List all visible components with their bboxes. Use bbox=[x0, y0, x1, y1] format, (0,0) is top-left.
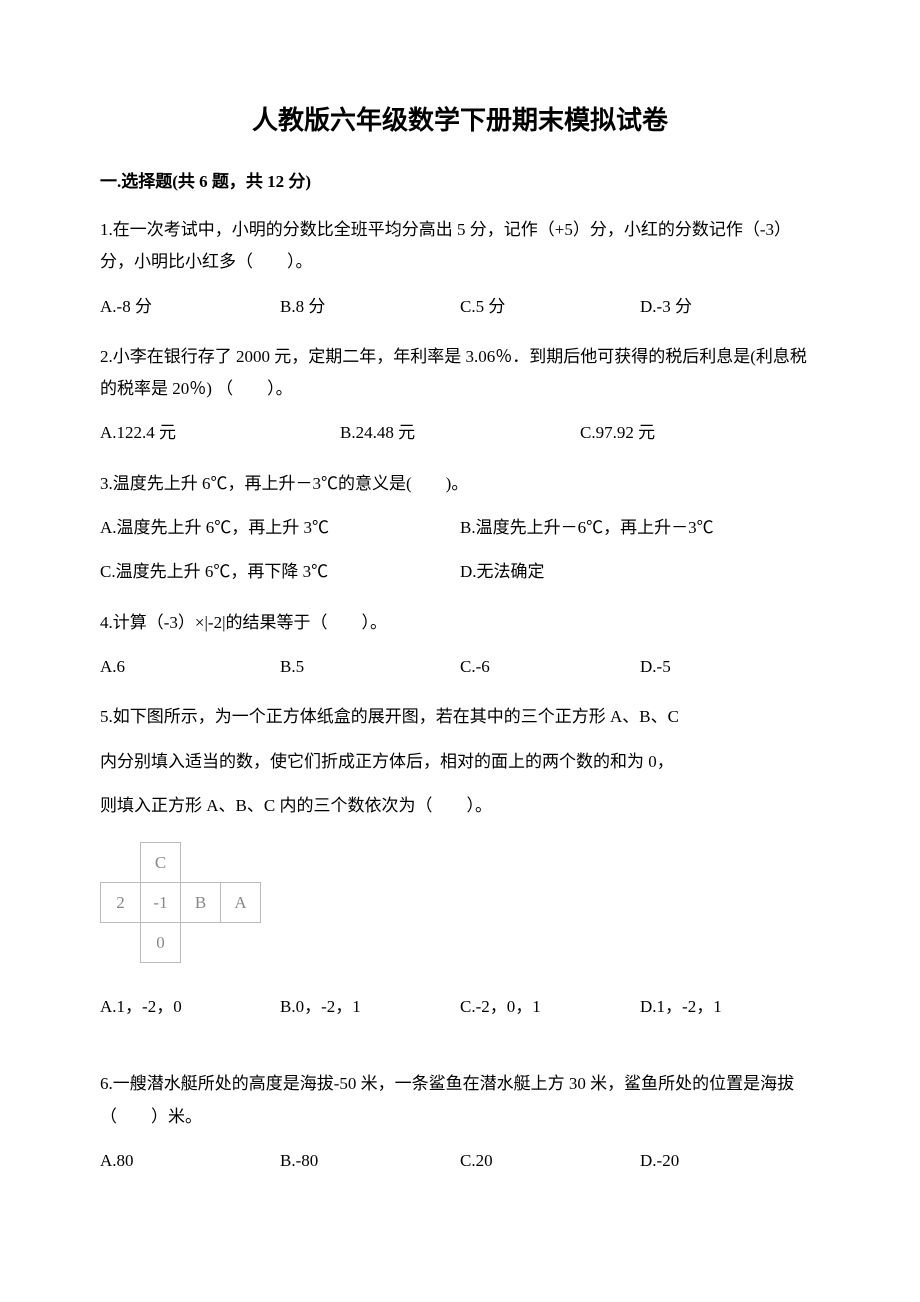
q4-opt-b: B.5 bbox=[280, 651, 460, 683]
page-title: 人教版六年级数学下册期末模拟试卷 bbox=[100, 100, 820, 137]
cube-net-table: C 2 -1 B A 0 bbox=[100, 842, 261, 963]
net-cell-neg1: -1 bbox=[141, 883, 181, 923]
q2-opt-c: C.97.92 元 bbox=[580, 417, 820, 449]
q2-text: 2.小李在银行存了 2000 元，定期二年，年利率是 3.06％．到期后他可获得… bbox=[100, 341, 820, 406]
q4-opt-d: D.-5 bbox=[640, 651, 820, 683]
q3-opt-a: A.温度先上升 6℃，再上升 3℃ bbox=[100, 512, 460, 544]
q6-options: A.80 B.-80 C.20 D.-20 bbox=[100, 1145, 820, 1177]
q3-line1: A.温度先上升 6℃，再上升 3℃ B.温度先上升－6℃，再上升－3℃ bbox=[100, 512, 820, 544]
q2-opt-a: A.122.4 元 bbox=[100, 417, 340, 449]
q5-opt-a: A.1，-2，0 bbox=[100, 991, 280, 1023]
question-1: 1.在一次考试中，小明的分数比全班平均分高出 5 分，记作（+5）分，小红的分数… bbox=[100, 214, 820, 323]
q5-l3: 则填入正方形 A、B、C 内的三个数依次为（ ）。 bbox=[100, 790, 820, 822]
q6-opt-b: B.-80 bbox=[280, 1145, 460, 1177]
question-3: 3.温度先上升 6℃，再上升－3℃的意义是( )。 A.温度先上升 6℃，再上升… bbox=[100, 468, 820, 589]
q1-opt-c: C.5 分 bbox=[460, 291, 640, 323]
question-2: 2.小李在银行存了 2000 元，定期二年，年利率是 3.06％．到期后他可获得… bbox=[100, 341, 820, 450]
q4-opt-a: A.6 bbox=[100, 651, 280, 683]
net-empty bbox=[221, 843, 261, 883]
q3-opt-b: B.温度先上升－6℃，再上升－3℃ bbox=[460, 512, 820, 544]
net-cell-2: 2 bbox=[101, 883, 141, 923]
q6-opt-c: C.20 bbox=[460, 1145, 640, 1177]
q5-l1: 5.如下图所示，为一个正方体纸盒的展开图，若在其中的三个正方形 A、B、C bbox=[100, 701, 820, 733]
net-empty bbox=[101, 843, 141, 883]
q3-opt-d: D.无法确定 bbox=[460, 556, 820, 588]
q1-opt-a: A.-8 分 bbox=[100, 291, 280, 323]
q6-opt-d: D.-20 bbox=[640, 1145, 820, 1177]
q1-opt-d: D.-3 分 bbox=[640, 291, 820, 323]
q5-opt-d: D.1，-2，1 bbox=[640, 991, 820, 1023]
q1-opt-b: B.8 分 bbox=[280, 291, 460, 323]
q3-line2: C.温度先上升 6℃，再下降 3℃ D.无法确定 bbox=[100, 556, 820, 588]
q4-text: 4.计算（-3）×|-2|的结果等于（ ）。 bbox=[100, 607, 820, 639]
net-cell-0: 0 bbox=[141, 923, 181, 963]
q2-options: A.122.4 元 B.24.48 元 C.97.92 元 bbox=[100, 417, 820, 449]
q5-opt-c: C.-2，0，1 bbox=[460, 991, 640, 1023]
net-cell-b: B bbox=[181, 883, 221, 923]
cube-net-diagram: C 2 -1 B A 0 bbox=[100, 842, 820, 963]
net-empty bbox=[101, 923, 141, 963]
q1-text: 1.在一次考试中，小明的分数比全班平均分高出 5 分，记作（+5）分，小红的分数… bbox=[100, 214, 820, 279]
q4-options: A.6 B.5 C.-6 D.-5 bbox=[100, 651, 820, 683]
q1-options: A.-8 分 B.8 分 C.5 分 D.-3 分 bbox=[100, 291, 820, 323]
q3-opt-c: C.温度先上升 6℃，再下降 3℃ bbox=[100, 556, 460, 588]
question-5: 5.如下图所示，为一个正方体纸盒的展开图，若在其中的三个正方形 A、B、C 内分… bbox=[100, 701, 820, 1023]
net-empty bbox=[181, 923, 221, 963]
q5-l2: 内分别填入适当的数，使它们折成正方体后，相对的面上的两个数的和为 0， bbox=[100, 746, 820, 778]
q6-text: 6.一艘潜水艇所处的高度是海拔-50 米，一条鲨鱼在潜水艇上方 30 米，鲨鱼所… bbox=[100, 1068, 820, 1133]
net-cell-a: A bbox=[221, 883, 261, 923]
net-empty bbox=[181, 843, 221, 883]
q5-options: A.1，-2，0 B.0，-2，1 C.-2，0，1 D.1，-2，1 bbox=[100, 991, 820, 1023]
q4-opt-c: C.-6 bbox=[460, 651, 640, 683]
net-cell-c: C bbox=[141, 843, 181, 883]
q6-opt-a: A.80 bbox=[100, 1145, 280, 1177]
question-6: 6.一艘潜水艇所处的高度是海拔-50 米，一条鲨鱼在潜水艇上方 30 米，鲨鱼所… bbox=[100, 1068, 820, 1177]
question-4: 4.计算（-3）×|-2|的结果等于（ ）。 A.6 B.5 C.-6 D.-5 bbox=[100, 607, 820, 684]
net-empty bbox=[221, 923, 261, 963]
q2-opt-b: B.24.48 元 bbox=[340, 417, 580, 449]
q3-text: 3.温度先上升 6℃，再上升－3℃的意义是( )。 bbox=[100, 468, 820, 500]
section-header: 一.选择题(共 6 题，共 12 分) bbox=[100, 167, 820, 192]
q5-opt-b: B.0，-2，1 bbox=[280, 991, 460, 1023]
